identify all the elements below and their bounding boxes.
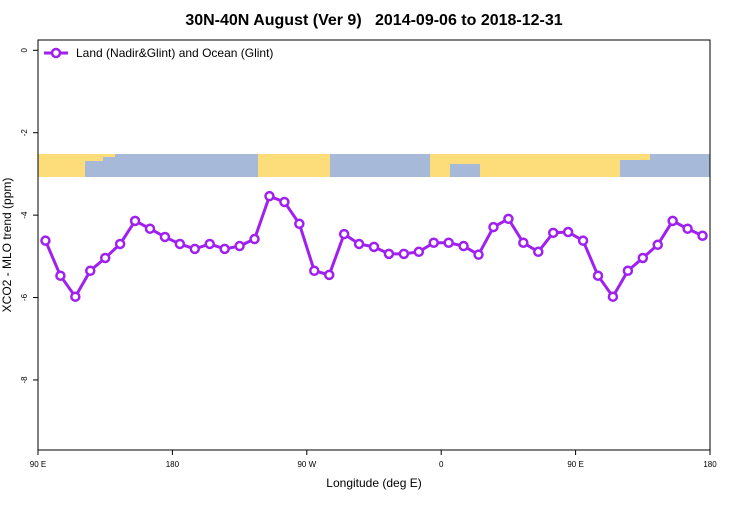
data-point bbox=[652, 239, 663, 251]
legend-label: Land (Nadir&Glint) and Ocean (Glint) bbox=[76, 46, 273, 60]
data-point bbox=[667, 215, 678, 227]
legend: Land (Nadir&Glint) and Ocean (Glint) bbox=[44, 46, 273, 60]
chart-title: 30N-40N August (Ver 9) 2014-09-06 to 201… bbox=[185, 12, 562, 29]
data-point bbox=[488, 221, 499, 233]
x-tick-label: 180 bbox=[166, 460, 180, 469]
data-point bbox=[697, 230, 708, 241]
data-point bbox=[353, 238, 365, 250]
plot-frame bbox=[37, 39, 711, 451]
data-point bbox=[547, 227, 559, 239]
data-point bbox=[428, 237, 439, 248]
data-point bbox=[413, 246, 425, 258]
data-point bbox=[40, 235, 51, 246]
land bbox=[38, 154, 85, 177]
data-point bbox=[294, 218, 305, 230]
land bbox=[480, 164, 620, 177]
data-point bbox=[577, 235, 589, 246]
y-tick-label: -6 bbox=[20, 293, 29, 301]
x-tick-label: 90 W bbox=[297, 460, 316, 469]
data-point bbox=[129, 215, 141, 227]
land bbox=[430, 154, 620, 164]
data-point bbox=[592, 270, 604, 281]
land bbox=[430, 164, 450, 177]
data-point bbox=[622, 265, 634, 277]
data-point bbox=[249, 233, 260, 245]
data-point bbox=[99, 252, 111, 264]
data-point bbox=[398, 248, 410, 260]
data-point bbox=[234, 240, 245, 252]
legend-marker bbox=[50, 47, 62, 59]
x-tick-label: 90 E bbox=[567, 460, 583, 469]
data-point bbox=[309, 265, 320, 277]
data-point bbox=[204, 238, 215, 250]
data-point bbox=[518, 237, 529, 248]
data-point bbox=[562, 226, 574, 238]
data-point bbox=[637, 252, 649, 264]
y-tick-label: -8 bbox=[20, 376, 29, 384]
data-point bbox=[682, 223, 693, 234]
data-point bbox=[174, 238, 186, 250]
data-point bbox=[607, 291, 619, 302]
data-point bbox=[264, 190, 275, 202]
y-tick-label: -2 bbox=[20, 129, 29, 137]
data-point bbox=[85, 265, 96, 277]
data-point bbox=[503, 213, 514, 225]
data-point bbox=[279, 196, 290, 208]
data-point bbox=[70, 291, 81, 302]
x-axis-label: Longitude (deg E) bbox=[326, 476, 421, 490]
data-point bbox=[159, 231, 171, 243]
data-point bbox=[473, 249, 484, 260]
data-point bbox=[443, 237, 454, 248]
data-point bbox=[114, 238, 126, 250]
data-point bbox=[189, 243, 201, 255]
y-axis-label: XCO2 - MLO trend (ppm) bbox=[0, 178, 14, 313]
data-point bbox=[338, 228, 350, 240]
data-point bbox=[219, 243, 230, 255]
y-tick-label: -4 bbox=[20, 211, 29, 219]
x-tick-label: 0 bbox=[439, 460, 444, 469]
data-point bbox=[458, 240, 469, 252]
y-tick-label: 0 bbox=[20, 48, 29, 53]
x-tick-label: 90 E bbox=[30, 460, 46, 469]
data-point bbox=[383, 248, 395, 260]
land bbox=[103, 154, 115, 157]
data-point bbox=[55, 270, 66, 281]
data-point bbox=[533, 246, 544, 258]
data-point bbox=[323, 269, 335, 281]
map-strip bbox=[38, 154, 710, 177]
land bbox=[85, 154, 103, 161]
land bbox=[258, 154, 330, 177]
data-point bbox=[368, 241, 380, 253]
data-point bbox=[144, 223, 156, 234]
land bbox=[620, 154, 650, 160]
x-tick-label: 180 bbox=[703, 460, 717, 469]
